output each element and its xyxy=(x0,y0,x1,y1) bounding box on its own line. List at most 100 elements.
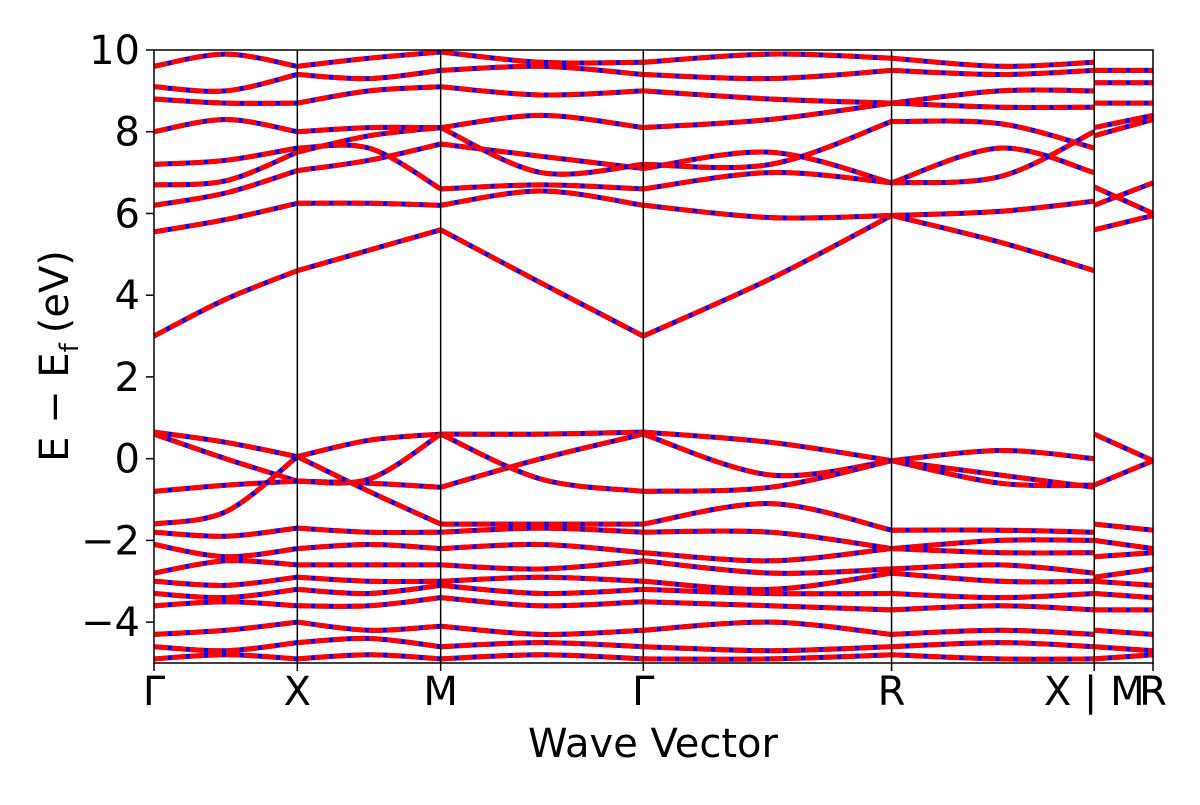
band-vb12-seg-5-red xyxy=(1094,644,1153,654)
band-vb13-seg-0-red xyxy=(154,652,298,662)
band-vb3-seg-2-red xyxy=(439,431,644,494)
plot-frame xyxy=(153,49,1154,664)
band-cb2-seg-5-red xyxy=(1093,180,1153,208)
band-vb1-seg-1-red xyxy=(296,431,441,460)
band-vb13-seg-5-red xyxy=(1094,652,1153,662)
band-vb7-seg-4-red xyxy=(891,562,1095,576)
band-cb1-seg-5-red xyxy=(1093,213,1153,233)
band-vb12-seg-0-red xyxy=(154,640,298,654)
band-cb6-seg-4-red xyxy=(891,100,1095,111)
y-tick-label: 4 xyxy=(115,273,140,319)
band-vb11-seg-3-red xyxy=(643,619,892,637)
band-vb3-seg-0-red xyxy=(154,478,298,494)
band-cb3-seg-5-red xyxy=(1093,184,1153,216)
band-vb6-seg-3-red xyxy=(643,546,892,564)
kpoint-label: R xyxy=(1139,669,1167,715)
band-vb11-seg-1-red xyxy=(297,619,441,633)
y-axis-label-main: E − E xyxy=(32,352,78,462)
band-cb3-seg-3-red xyxy=(642,149,893,186)
band-vb13-seg-3-red xyxy=(643,652,892,662)
band-cb4-seg-0-red xyxy=(154,149,299,188)
band-vb9-seg-2-red xyxy=(440,582,644,597)
band-vb1-seg-5-red xyxy=(1093,431,1153,463)
band-vb6-seg-2-red xyxy=(440,541,644,556)
band-cb1-seg-4-red xyxy=(891,213,1095,274)
band-vb5-seg-4-red xyxy=(891,537,1095,552)
band-cb8-seg-0-red xyxy=(154,72,298,94)
band-cb7-seg-2-red xyxy=(440,84,644,98)
band-cb5-seg-1-red xyxy=(297,142,442,192)
band-vb3-seg-4-red xyxy=(891,458,1095,490)
kpoint-label: X xyxy=(284,669,311,715)
band-cb8-seg-2-red xyxy=(440,63,644,77)
band-vb12-seg-1-red xyxy=(297,635,441,650)
y-tick-label: 6 xyxy=(115,191,140,237)
y-tick-label: −4 xyxy=(81,600,140,646)
band-vb9-seg-0-red xyxy=(154,586,298,601)
band-vb5-seg-0-red xyxy=(154,525,298,539)
band-vb5-seg-5-red xyxy=(1093,537,1153,552)
band-vb8-seg-2-red xyxy=(440,574,644,584)
band-cb3-seg-1-red xyxy=(296,141,442,174)
band-cb2-seg-4-red xyxy=(891,198,1095,218)
band-vb4-seg-4-red xyxy=(891,527,1095,535)
band-vb8-seg-3-red xyxy=(643,570,892,593)
band-vb9-seg-4-red xyxy=(891,591,1095,601)
band-vb10-seg-3-red xyxy=(643,599,892,613)
band-cb4-seg-5-red xyxy=(1093,117,1153,139)
band-cb1-seg-3-red xyxy=(642,213,893,339)
band-vb10-seg-4-red xyxy=(891,603,1095,613)
band-vb2-seg-2-red xyxy=(440,431,644,490)
band-cb1-seg-2-red xyxy=(439,227,645,339)
band-vb9-seg-3-red xyxy=(643,586,892,597)
band-cb3-seg-2-red xyxy=(440,141,644,171)
band-vb1-seg-2-red xyxy=(440,429,644,437)
band-vb8-seg-5-red xyxy=(1094,578,1153,588)
band-cb5-seg-4-red xyxy=(891,129,1096,186)
band-cb9-seg-2-red xyxy=(440,50,644,66)
band-vb9-seg-1-red xyxy=(297,582,441,597)
band-vb3-seg-3-red xyxy=(643,458,893,494)
band-cb6-seg-2-red xyxy=(440,112,644,131)
band-cb8-seg-1-red xyxy=(297,67,441,82)
kpoint-label: Γ xyxy=(632,669,655,715)
band-vb13-seg-2-red xyxy=(440,652,644,662)
band-cb8-seg-3-red xyxy=(643,67,892,82)
y-axis-label-unit: (eV) xyxy=(32,250,78,333)
kpoint-label: Γ xyxy=(143,669,166,715)
band-vb13-seg-4-red xyxy=(891,652,1095,662)
band-vb6-seg-0-red xyxy=(154,542,298,560)
kpoint-label: M xyxy=(423,669,458,715)
kpoint-label: X | M xyxy=(1044,669,1145,715)
band-vb7-seg-3-red xyxy=(643,558,892,576)
band-cb3-seg-0-red xyxy=(154,168,299,208)
band-vb2-seg-0-red xyxy=(154,431,299,484)
kpoint-label: R xyxy=(878,669,906,715)
band-vb12-seg-2-red xyxy=(440,640,644,650)
band-vb11-seg-5-red xyxy=(1094,627,1153,637)
y-tick-label: 2 xyxy=(115,355,140,401)
band-cb2-seg-1-red xyxy=(297,200,441,208)
band-cb2-seg-3-red xyxy=(643,202,892,221)
band-vb4-seg-3-red xyxy=(642,501,893,533)
band-cb6-seg-0-red xyxy=(154,116,298,135)
band-vb6-seg-4-red xyxy=(891,546,1095,556)
band-vb1-seg-0-red xyxy=(154,429,298,460)
y-tick-label: 8 xyxy=(115,110,140,156)
band-cb8-seg-4-red xyxy=(891,67,1095,78)
band-cb6-seg-3-red xyxy=(643,100,892,131)
band-vb4-seg-1-red xyxy=(296,454,442,527)
band-vb1-seg-3-red xyxy=(643,429,892,464)
band-vb12-seg-3-red xyxy=(643,644,892,654)
y-axis: −4 −2 0 2 4 6 8 10 xyxy=(81,28,154,646)
band-vb7-seg-0-red xyxy=(154,558,298,576)
band-vb5-seg-2-red xyxy=(440,525,644,535)
band-vb10-seg-0-red xyxy=(154,599,298,609)
band-cb2-seg-0-red xyxy=(154,200,298,235)
band-cb7-seg-3-red xyxy=(643,88,892,106)
band-cb7-seg-0-red xyxy=(154,96,298,106)
band-vb13-seg-1-red xyxy=(297,652,441,662)
